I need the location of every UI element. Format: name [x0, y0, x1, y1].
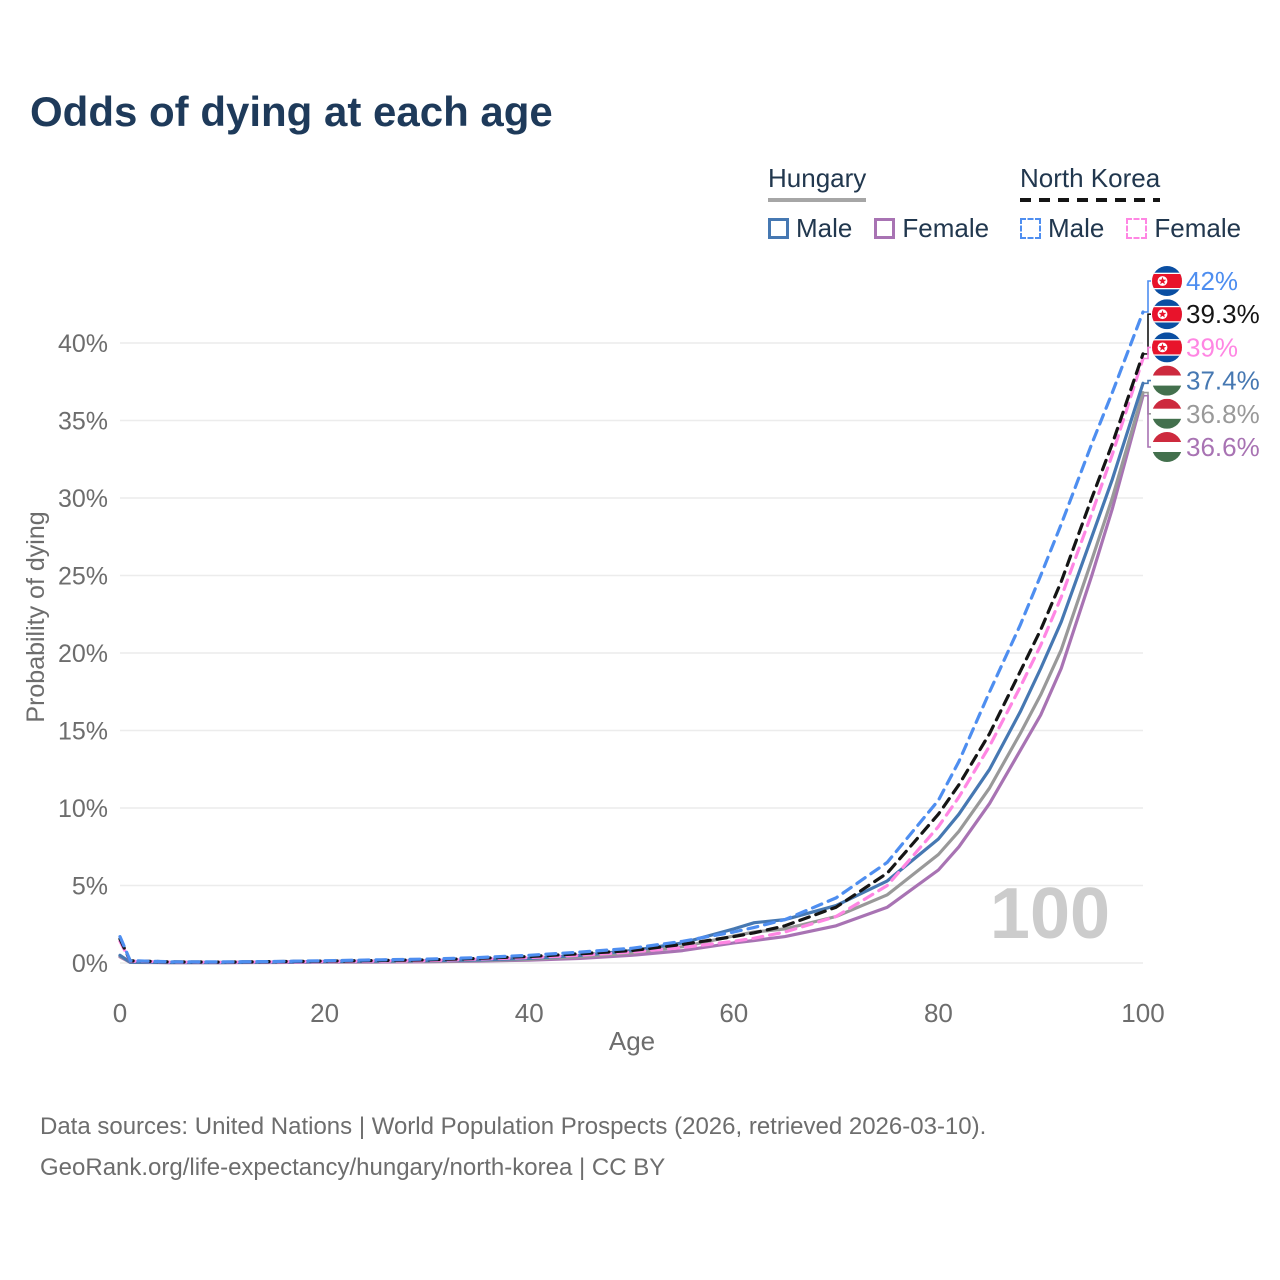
legend-item-hungary-male[interactable]: Male [768, 213, 852, 244]
north-korea-female-swatch-icon [1126, 218, 1148, 239]
star-icon [1158, 343, 1167, 351]
x-tick-label-20: 20 [310, 998, 339, 1028]
end-label-north-korea-female: 39% [1186, 332, 1238, 362]
legend-group-hungary: Hungary Male Female [768, 163, 989, 244]
end-label-hungary-female: 36.6% [1186, 432, 1260, 462]
x-tick-label-80: 80 [924, 998, 953, 1028]
footer-data-sources: Data sources: United Nations | World Pop… [40, 1113, 987, 1140]
x-tick-label-0: 0 [113, 998, 127, 1028]
x-axis-title: Age [609, 1026, 655, 1056]
gridlines-layer [120, 342, 1143, 964]
star-icon [1158, 310, 1167, 318]
callout-line-north-korea-female [1144, 346, 1151, 360]
legend-label-hungary-male: Male [796, 213, 853, 243]
legend-item-north-korea-male[interactable]: Male [1020, 213, 1104, 244]
north-korea-male-swatch-icon [1020, 218, 1041, 239]
y-tick-label-30: 30% [58, 485, 108, 513]
y-tick-label-15: 15% [58, 718, 108, 746]
hungary-flag-icon [1152, 365, 1182, 396]
legend-label-north-korea-male: Male [1048, 213, 1105, 243]
callout-line-hungary-male [1144, 379, 1151, 385]
series-line-north-korea-all[interactable] [118, 352, 1145, 964]
y-tick-label-5: 5% [72, 873, 108, 901]
footer: Data sources: United Nations | World Pop… [40, 1106, 986, 1188]
callout-line-north-korea-male [1144, 280, 1151, 313]
legend-country-north-korea: North Korea [1020, 163, 1160, 204]
y-tick-label-0: 0% [72, 950, 108, 978]
chart-canvas: 100 0% 5% 10% 15% 20% 25% 30% 35% 40% 0 20 40 60 80 10… [22, 266, 1260, 1056]
legend-group-north-korea: North Korea Male Female [1020, 163, 1241, 244]
y-tick-label-10: 10% [58, 795, 108, 823]
end-labels-layer: 42%39.3%39% 37.4%36.8%36.6% [1144, 266, 1260, 462]
callout-line-hungary-female [1144, 394, 1151, 448]
legend-item-hungary-female[interactable]: Female [874, 213, 989, 244]
north-korea-flag-icon [1152, 266, 1182, 296]
end-label-hungary-male: 37.4% [1186, 366, 1260, 396]
callout-line-north-korea-all [1144, 313, 1151, 355]
age-watermark: 100 [990, 874, 1110, 954]
series-line-north-korea-male[interactable] [118, 310, 1145, 964]
series-line-north-korea-female[interactable] [118, 356, 1145, 964]
footer-attribution: GeoRank.org/life-expectancy/hungary/nort… [40, 1154, 666, 1181]
hungary-male-swatch-icon [768, 218, 789, 239]
y-tick-label-40: 40% [58, 330, 108, 358]
y-axis-title: Probability of dying [22, 511, 50, 722]
y-tick-label-35: 35% [58, 408, 108, 436]
north-korea-flag-icon [1152, 299, 1182, 330]
end-label-north-korea-all: 39.3% [1186, 299, 1260, 329]
star-icon [1158, 276, 1167, 285]
y-tick-label-25: 25% [58, 563, 108, 591]
end-label-hungary-all: 36.8% [1186, 399, 1260, 429]
hungary-female-swatch-icon [874, 218, 896, 239]
x-tick-label-60: 60 [719, 998, 748, 1028]
end-label-north-korea-male: 42% [1186, 266, 1238, 296]
legend-item-north-korea-female[interactable]: Female [1126, 213, 1241, 244]
legend-label-hungary-female: Female [902, 213, 990, 243]
series-layer [118, 310, 1145, 965]
legend-label-north-korea-female: Female [1154, 213, 1242, 243]
hungary-flag-icon [1152, 432, 1182, 462]
x-tick-label-40: 40 [515, 998, 544, 1028]
legend-country-hungary: Hungary [768, 163, 866, 204]
x-tick-label-100: 100 [1121, 998, 1164, 1028]
hungary-flag-icon [1152, 398, 1182, 429]
north-korea-flag-icon [1152, 332, 1182, 363]
y-tick-label-20: 20% [58, 640, 108, 668]
page-title: Odds of dying at each age [30, 88, 553, 135]
ticks-layer: 0% 5% 10% 15% 20% 25% 30% 35% 40% 0 20 40 60 80 100 [58, 330, 1165, 1028]
